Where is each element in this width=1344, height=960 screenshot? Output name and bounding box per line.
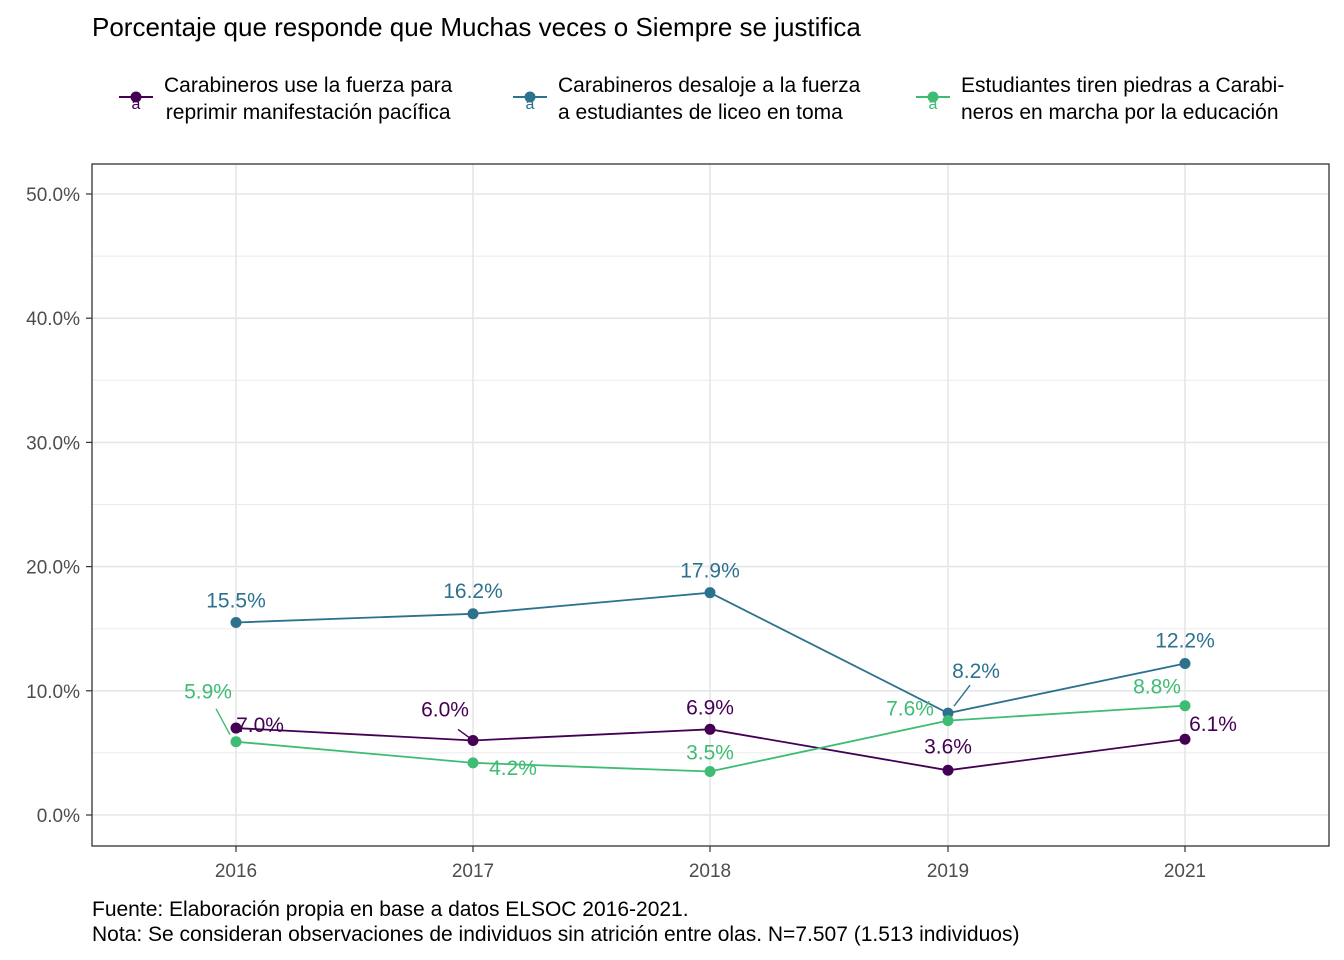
legend-label-series-2-line-2: a estudiantes de liceo en toma [558,101,843,124]
caption-source: Fuente: Elaboración propia en base a dat… [92,898,689,921]
legend-key-series-2: a [513,91,547,113]
caption-note: Nota: Se consideran observaciones de ind… [92,923,1020,946]
legend-label-series-2-line-1: Carabineros desaloje a la fuerza [558,74,861,97]
x-tick-label: 2017 [452,861,494,882]
plot-border [91,163,1330,847]
legend-key-series-1: a [119,91,153,113]
data-label-series-2: 12.2% [1155,629,1215,652]
data-label-series-1: 6.9% [686,696,734,719]
label-leader-line [215,708,231,736]
data-label-series-2: 8.2% [952,660,1000,683]
legend-key-glyph-3: a [929,96,938,113]
legend-label-series-1-line-1: Carabineros use la fuerza para [164,74,453,97]
data-point-series-3 [942,715,954,727]
data-point-series-1 [1179,733,1191,745]
data-point-series-3 [1179,700,1191,712]
data-label-series-1: 6.0% [421,698,469,721]
data-point-series-3 [704,766,716,778]
data-label-series-2: 17.9% [680,560,740,583]
chart-caption: Fuente: Elaboración propia en base a dat… [92,897,1019,947]
legend-key-glyph-1: a [132,96,141,113]
data-point-series-2 [1179,657,1191,669]
data-label-series-2: 15.5% [206,589,266,612]
y-tick-label: 10.0% [26,682,80,703]
data-point-series-3 [230,736,242,748]
data-label-series-3: 7.6% [886,698,934,721]
data-point-series-2 [704,587,716,599]
data-point-series-3 [467,757,479,769]
x-tick-label: 2021 [1164,861,1206,882]
x-tick-label: 2019 [927,861,969,882]
data-label-series-3: 5.9% [184,681,232,704]
data-label-series-3: 8.8% [1133,676,1181,699]
y-tick-label: 0.0% [37,806,80,827]
legend-label-series-3: Estudiantes tiren piedras a Carabi- nero… [961,72,1284,126]
y-tick-label: 30.0% [26,433,80,454]
legend-label-series-1: Carabineros use la fuerza para reprimir … [164,72,452,126]
data-point-series-1 [942,764,954,776]
legend-label-series-3-line-1: Estudiantes tiren piedras a Carabi- [961,74,1285,97]
legend-label-series-2: Carabineros desaloje a la fuerza a estud… [558,72,860,126]
chart-title: Porcentaje que responde que Muchas veces… [92,12,861,42]
data-label-series-1: 7.0% [236,714,284,737]
data-point-series-1 [467,734,479,746]
y-tick-label: 50.0% [26,185,80,206]
legend-key-series-3: a [916,91,950,113]
y-tick-label: 20.0% [26,558,80,579]
data-label-series-1: 6.1% [1189,713,1237,736]
data-label-series-3: 4.2% [489,757,537,780]
x-tick-label: 2018 [689,861,731,882]
legend-key-glyph-2: a [526,96,535,113]
legend-label-series-3-line-2: neros en marcha por la educación [961,101,1279,124]
data-point-series-1 [230,722,242,734]
data-label-series-3: 3.5% [686,742,734,765]
data-point-series-2 [230,616,242,628]
data-label-series-2: 16.2% [443,580,503,603]
label-leader-line [953,684,971,707]
data-label-series-1: 3.6% [924,735,972,758]
x-tick-label: 2016 [215,861,257,882]
data-point-series-2 [467,608,479,620]
data-point-series-1 [704,723,716,735]
label-leader-line [457,728,470,739]
y-tick-label: 40.0% [26,309,80,330]
legend-label-series-1-line-2: reprimir manifestación pacífica [165,101,451,124]
